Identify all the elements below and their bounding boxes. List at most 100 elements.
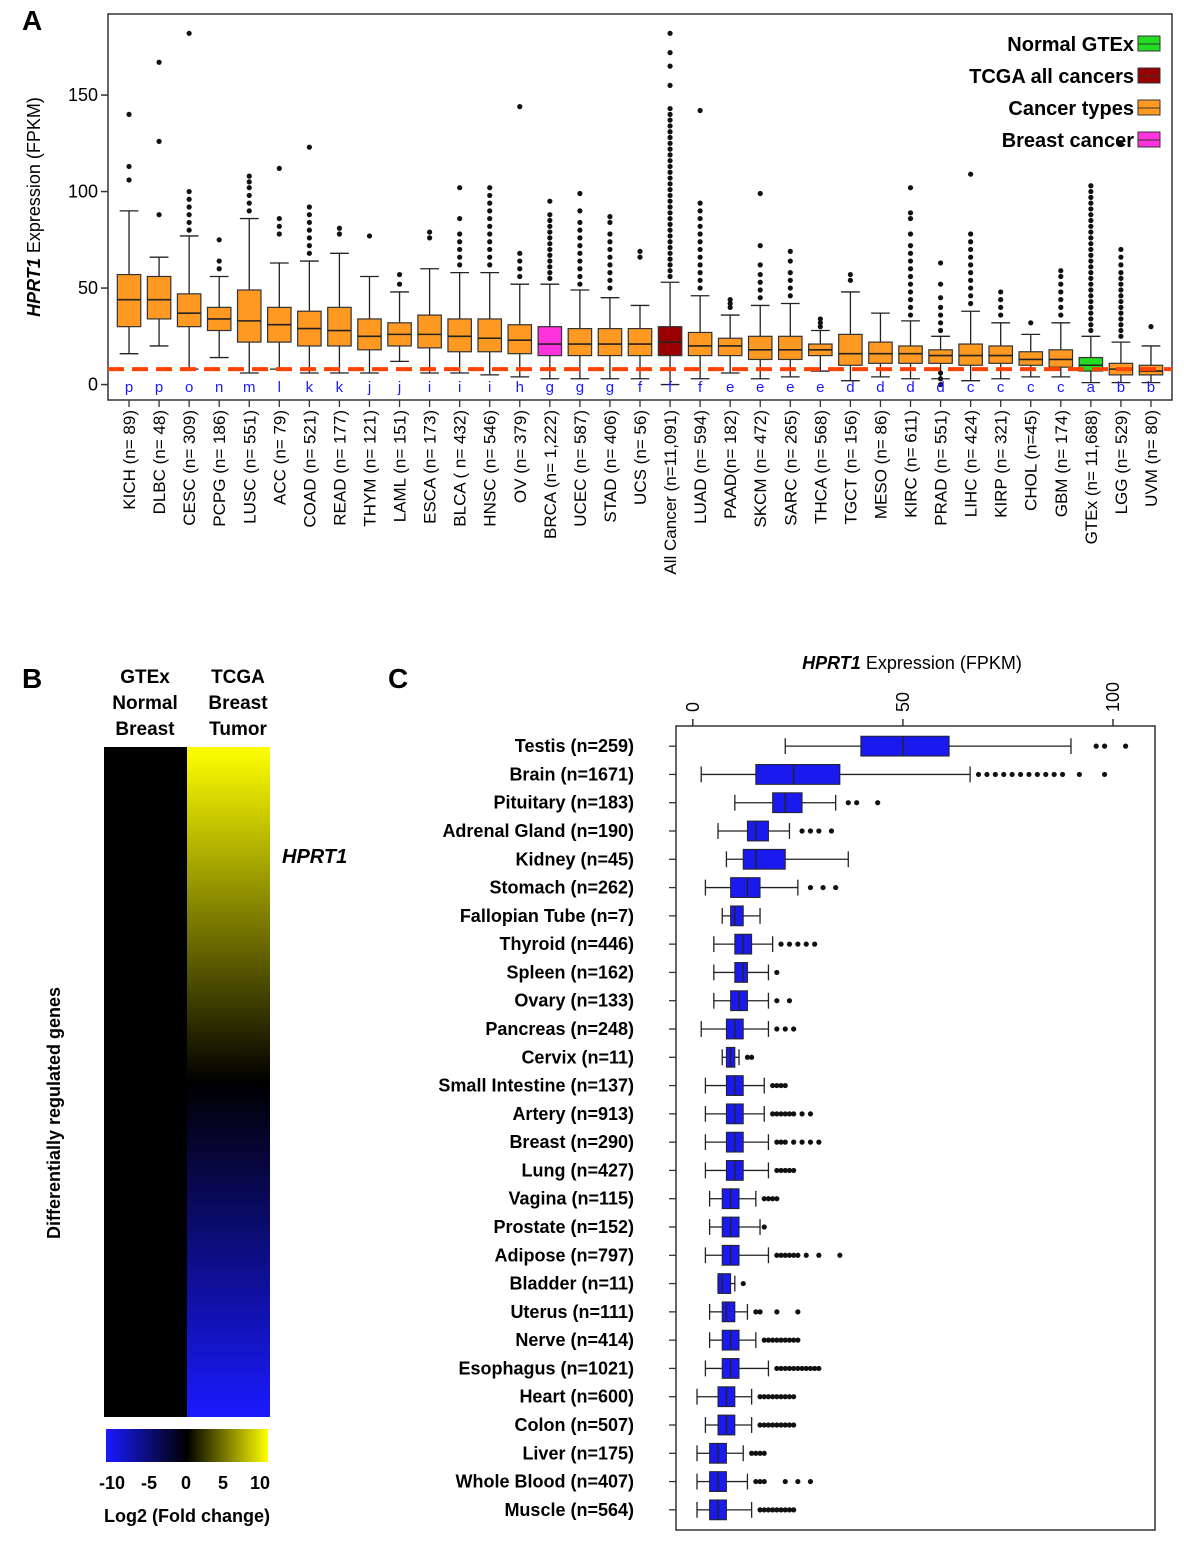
- panel-a-y-axis: 0 50 100 150: [68, 85, 108, 395]
- outlier-point: [667, 244, 673, 251]
- tissue-box-3: Adrenal Gland (n=190): [442, 820, 835, 842]
- outlier-point: [795, 1337, 801, 1343]
- outlier-point: [1088, 200, 1094, 206]
- group-letter: c: [967, 379, 975, 396]
- category-label: PCPG (n= 186): [210, 410, 229, 527]
- panel-c-x-axis-unit: Expression (FPKM): [861, 653, 1022, 673]
- outlier-point: [786, 998, 793, 1004]
- outlier-point: [774, 1139, 780, 1145]
- outlier-point: [547, 264, 553, 270]
- scale-tick-label: 0: [181, 1473, 191, 1493]
- tissue-box-21: Nerve (n=414): [515, 1329, 801, 1351]
- box-iqr: [898, 345, 923, 364]
- heatmap-tumor-column: [187, 747, 270, 1417]
- category-label: ESCA (n= 173): [421, 410, 440, 524]
- outlier-point: [667, 163, 673, 170]
- box-iqr: [772, 792, 803, 814]
- tissue-box-10: Pancreas (n=248): [485, 1018, 797, 1040]
- outlier-point: [246, 179, 252, 185]
- outlier-point: [457, 246, 463, 253]
- outlier-point: [749, 1054, 755, 1060]
- outlier-point: [791, 1111, 797, 1117]
- outlier-point: [807, 1111, 814, 1117]
- outlier-point: [782, 1082, 788, 1089]
- outlier-point: [306, 250, 312, 256]
- outlier-point: [782, 1139, 788, 1145]
- outlier-point: [782, 1365, 788, 1372]
- outlier-point: [427, 235, 433, 241]
- group-letter: c: [1027, 379, 1035, 396]
- tissue-box-12: Small Intestine (n=137): [438, 1075, 788, 1096]
- tissue-box-15: Lung (n=427): [521, 1160, 797, 1181]
- outlier-point: [306, 243, 312, 249]
- tissue-label: Artery (n=913): [512, 1104, 634, 1124]
- outlier-point: [547, 223, 553, 229]
- outlier-point: [937, 327, 944, 334]
- outlier-point: [457, 231, 463, 237]
- outlier-point: [787, 277, 793, 283]
- outlier-point: [246, 200, 252, 206]
- outlier-point: [1088, 229, 1094, 235]
- outlier-point: [782, 1111, 788, 1117]
- outlier-point: [727, 304, 733, 310]
- outlier-point: [774, 1196, 780, 1202]
- outlier-point: [667, 117, 673, 123]
- outlier-point: [786, 1365, 793, 1372]
- outlier-point: [366, 233, 373, 239]
- outlier-point: [667, 268, 673, 274]
- group-letter: a: [1087, 379, 1096, 396]
- outlier-point: [1118, 316, 1124, 322]
- outlier-point: [547, 258, 553, 264]
- outlier-point: [778, 1337, 784, 1343]
- outlier-point: [186, 30, 192, 36]
- outlier-point: [1118, 270, 1124, 276]
- box-15: g: [567, 190, 593, 396]
- outlier-point: [1088, 275, 1094, 282]
- outlier-point: [577, 266, 583, 272]
- outlier-point: [1088, 281, 1094, 287]
- legend-label: Normal GTEx: [1007, 34, 1134, 56]
- outlier-point: [778, 1252, 784, 1258]
- outlier-point: [907, 304, 914, 310]
- outlier-point: [757, 279, 763, 285]
- outlier-point: [761, 1422, 767, 1428]
- group-letter: g: [576, 379, 584, 396]
- y-tick-label: 100: [68, 182, 98, 202]
- x-tick-label: 50: [893, 692, 913, 712]
- outlier-point: [803, 1252, 809, 1258]
- outlier-point: [697, 107, 703, 114]
- outlier-point: [907, 185, 914, 191]
- outlier-point: [744, 1054, 751, 1060]
- category-label: KIRC (n= 611): [902, 410, 921, 518]
- outlier-point: [765, 1196, 772, 1202]
- outlier-point: [1088, 316, 1094, 322]
- panel-a-y-axis-unit: Expression (FPKM): [24, 97, 44, 258]
- outlier-point: [765, 1422, 772, 1428]
- tissue-box-16: Vagina (n=115): [508, 1188, 780, 1210]
- outlier-point: [577, 281, 583, 287]
- tissue-box-6: Fallopian Tube (n=7): [460, 905, 761, 927]
- outlier-point: [547, 217, 553, 224]
- box-30: c: [1018, 320, 1044, 396]
- outlier-point: [749, 1450, 755, 1456]
- outlier-point: [778, 1365, 784, 1372]
- category-label: LGG (n= 529): [1112, 410, 1131, 514]
- outlier-point: [577, 208, 583, 214]
- tissue-label: Small Intestine (n=137): [438, 1076, 634, 1096]
- outlier-point: [1118, 293, 1124, 299]
- category-label: CHOL (n=45): [1022, 410, 1041, 511]
- tissue-label: Uterus (n=111): [510, 1302, 634, 1322]
- tissue-label: Bladder (n=11): [509, 1274, 634, 1294]
- outlier-point: [276, 223, 282, 229]
- outlier-point: [216, 237, 222, 243]
- outlier-point: [968, 231, 974, 237]
- outlier-point: [757, 262, 763, 268]
- outlier-point: [998, 297, 1004, 303]
- outlier-point: [1118, 298, 1124, 305]
- outlier-point: [487, 239, 493, 245]
- outlier-point: [1058, 297, 1064, 303]
- tissue-label: Pancreas (n=248): [485, 1019, 634, 1039]
- box-31: c: [1048, 268, 1074, 396]
- category-label: TGCT (n= 156): [841, 410, 860, 524]
- scale-tick-label: 5: [218, 1473, 228, 1493]
